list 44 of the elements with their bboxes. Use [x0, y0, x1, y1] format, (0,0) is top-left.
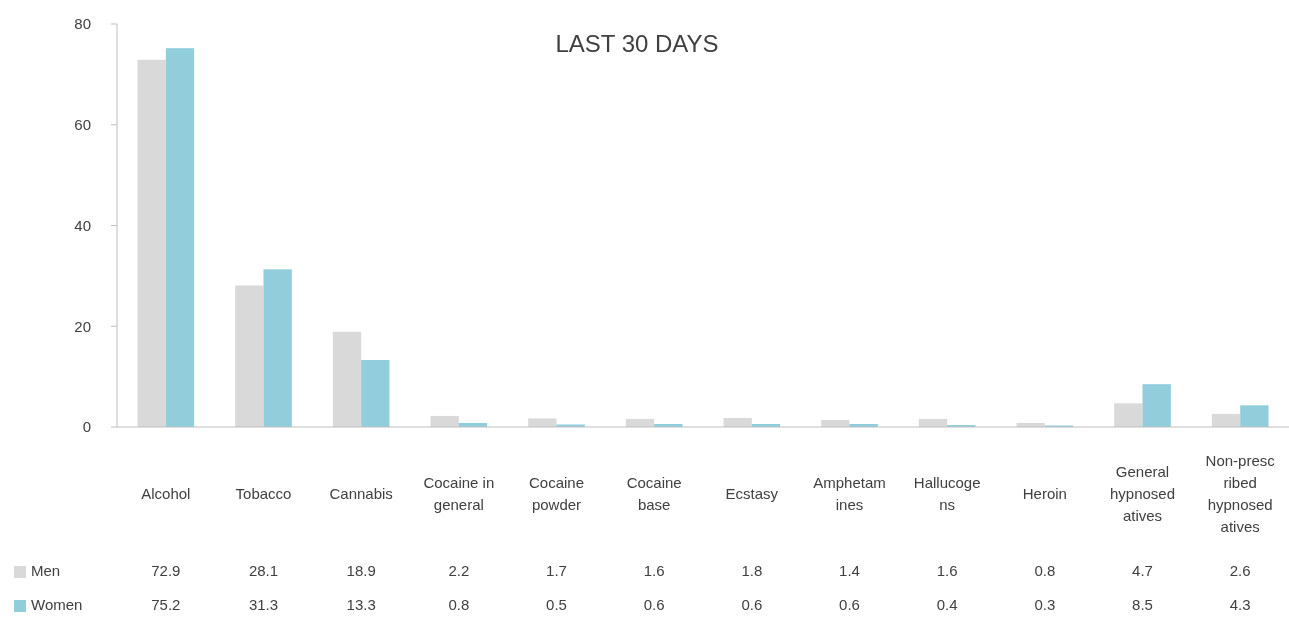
data-label: 8.5: [1132, 596, 1153, 613]
data-label: 18.9: [346, 562, 376, 579]
data-label: 0.6: [643, 596, 665, 613]
x-tick-label: Cocaine in general: [423, 474, 495, 514]
x-tick-label: Ecstasy: [725, 485, 779, 503]
data-label: 75.2: [151, 596, 181, 613]
data-label: 72.9: [151, 562, 181, 579]
y-tick-label: 40: [74, 216, 91, 234]
data-label: 4.3: [1229, 596, 1251, 613]
y-tick-label: 20: [74, 317, 91, 335]
data-label: 0.8: [1034, 562, 1056, 579]
x-tick-label: Cocaine base: [626, 474, 682, 514]
data-label: 0.5: [546, 596, 567, 613]
data-label: 31.3: [248, 596, 279, 613]
x-tick-label: Heroin: [1022, 485, 1067, 503]
data-label: 0.6: [741, 596, 763, 613]
data-label: 4.7: [1132, 562, 1153, 579]
legend-label: Women: [31, 596, 83, 614]
x-tick-label: Alcohol: [141, 485, 191, 503]
data-label: 13.3: [346, 596, 376, 613]
y-tick-label: 60: [74, 116, 91, 133]
data-label: 0.6: [839, 596, 860, 613]
data-label: 1.7: [546, 562, 567, 579]
x-tick-label: Cocaine powder: [528, 474, 585, 514]
x-tick-label: Hallucogens: [913, 474, 981, 514]
y-tick-label: 0: [82, 418, 91, 436]
x-tick-label: General hypnosedatives: [1109, 463, 1176, 525]
data-label: 1.4: [839, 562, 860, 579]
x-tick-label: Cannabis: [329, 485, 393, 503]
chart-title: LAST 30 DAYS: [555, 30, 719, 57]
data-label: 1.6: [936, 562, 958, 579]
data-label: 2.6: [1229, 562, 1251, 579]
data-label: 2.2: [448, 562, 470, 579]
data-label: 1.8: [741, 562, 763, 579]
data-label: 0.8: [448, 596, 470, 613]
x-tick-label: Tobacco: [235, 485, 292, 503]
x-tick-label: Non-prescribed hypnosedatives: [1205, 452, 1276, 536]
data-label: 28.1: [248, 562, 279, 579]
data-label: 0.4: [936, 596, 958, 613]
x-tick-label: Amphetamines: [813, 474, 886, 514]
legend-label: Men: [31, 562, 61, 580]
data-label: 0.3: [1034, 596, 1056, 613]
data-label: 1.6: [643, 562, 665, 579]
y-tick-label: 80: [74, 15, 91, 33]
